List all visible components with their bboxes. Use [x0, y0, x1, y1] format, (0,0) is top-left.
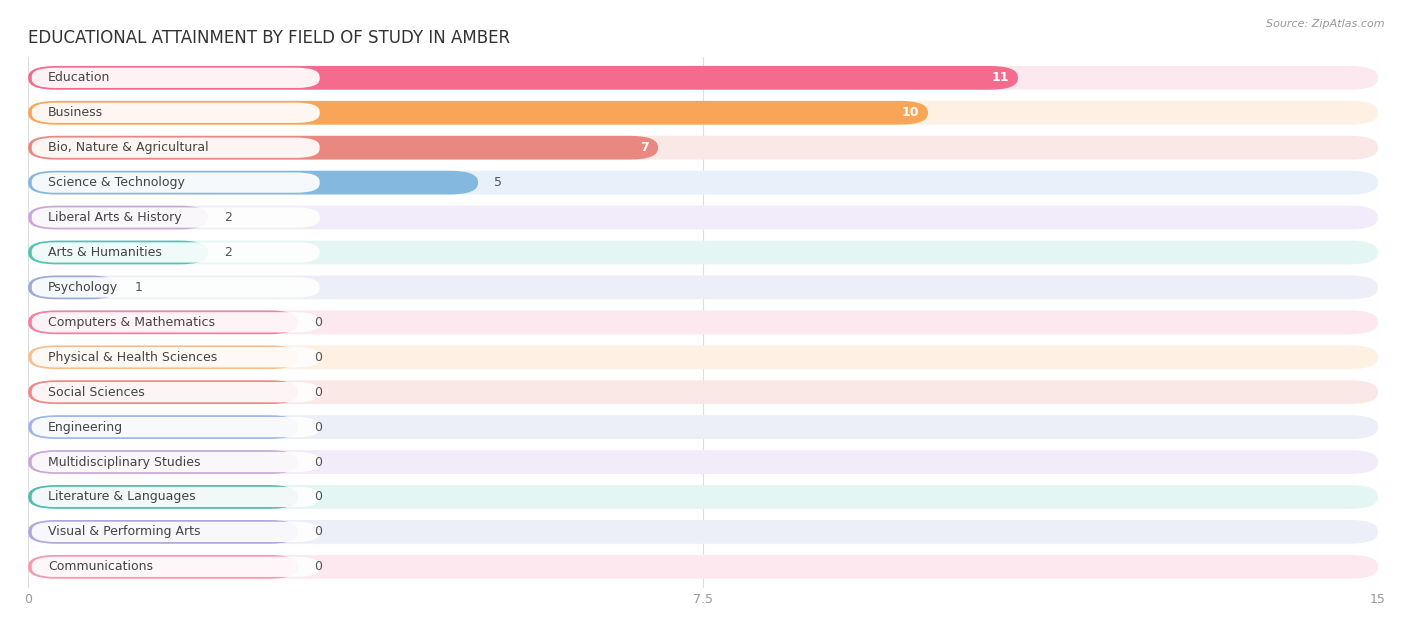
FancyBboxPatch shape [28, 380, 298, 404]
Text: Social Sciences: Social Sciences [48, 386, 145, 399]
FancyBboxPatch shape [32, 207, 319, 228]
Text: 5: 5 [495, 176, 502, 189]
FancyBboxPatch shape [32, 242, 319, 263]
Text: Liberal Arts & History: Liberal Arts & History [48, 211, 181, 224]
FancyBboxPatch shape [28, 520, 1378, 544]
FancyBboxPatch shape [28, 66, 1378, 90]
Text: Computers & Mathematics: Computers & Mathematics [48, 316, 215, 329]
FancyBboxPatch shape [32, 452, 319, 472]
FancyBboxPatch shape [28, 415, 298, 439]
FancyBboxPatch shape [28, 310, 298, 334]
FancyBboxPatch shape [32, 312, 319, 332]
Text: EDUCATIONAL ATTAINMENT BY FIELD OF STUDY IN AMBER: EDUCATIONAL ATTAINMENT BY FIELD OF STUDY… [28, 29, 510, 47]
Text: 7: 7 [640, 141, 650, 154]
FancyBboxPatch shape [32, 417, 319, 437]
FancyBboxPatch shape [32, 522, 319, 542]
FancyBboxPatch shape [28, 171, 478, 195]
Text: 2: 2 [225, 246, 232, 259]
FancyBboxPatch shape [28, 485, 298, 509]
FancyBboxPatch shape [32, 347, 319, 367]
FancyBboxPatch shape [28, 136, 1378, 159]
FancyBboxPatch shape [28, 66, 1018, 90]
Text: 0: 0 [315, 386, 322, 399]
FancyBboxPatch shape [32, 138, 319, 158]
FancyBboxPatch shape [28, 136, 658, 159]
FancyBboxPatch shape [28, 345, 298, 369]
FancyBboxPatch shape [28, 101, 1378, 125]
Text: Source: ZipAtlas.com: Source: ZipAtlas.com [1267, 19, 1385, 29]
Text: 0: 0 [315, 316, 322, 329]
Text: 2: 2 [225, 211, 232, 224]
FancyBboxPatch shape [28, 380, 1378, 404]
FancyBboxPatch shape [32, 102, 319, 123]
FancyBboxPatch shape [32, 487, 319, 507]
FancyBboxPatch shape [28, 310, 1378, 334]
Text: Science & Technology: Science & Technology [48, 176, 184, 189]
FancyBboxPatch shape [28, 205, 1378, 229]
FancyBboxPatch shape [28, 276, 1378, 300]
FancyBboxPatch shape [28, 171, 1378, 195]
FancyBboxPatch shape [28, 205, 208, 229]
FancyBboxPatch shape [32, 277, 319, 298]
Text: 10: 10 [901, 106, 920, 119]
Text: 11: 11 [991, 71, 1010, 84]
Text: Education: Education [48, 71, 110, 84]
Text: 1: 1 [135, 281, 142, 294]
FancyBboxPatch shape [28, 450, 1378, 474]
Text: 0: 0 [315, 456, 322, 468]
FancyBboxPatch shape [32, 557, 319, 577]
FancyBboxPatch shape [28, 555, 1378, 579]
Text: Bio, Nature & Agricultural: Bio, Nature & Agricultural [48, 141, 208, 154]
Text: Physical & Health Sciences: Physical & Health Sciences [48, 351, 217, 364]
FancyBboxPatch shape [28, 450, 298, 474]
FancyBboxPatch shape [32, 68, 319, 88]
FancyBboxPatch shape [28, 241, 1378, 264]
Text: Psychology: Psychology [48, 281, 118, 294]
FancyBboxPatch shape [28, 276, 118, 300]
FancyBboxPatch shape [28, 345, 1378, 369]
Text: 0: 0 [315, 490, 322, 504]
Text: 0: 0 [315, 525, 322, 538]
FancyBboxPatch shape [28, 520, 298, 544]
FancyBboxPatch shape [28, 485, 1378, 509]
Text: Business: Business [48, 106, 103, 119]
Text: 0: 0 [315, 351, 322, 364]
Text: Multidisciplinary Studies: Multidisciplinary Studies [48, 456, 201, 468]
FancyBboxPatch shape [32, 382, 319, 403]
Text: 0: 0 [315, 561, 322, 573]
Text: Engineering: Engineering [48, 421, 124, 434]
Text: 0: 0 [315, 421, 322, 434]
Text: Communications: Communications [48, 561, 153, 573]
FancyBboxPatch shape [32, 173, 319, 193]
Text: Literature & Languages: Literature & Languages [48, 490, 195, 504]
FancyBboxPatch shape [28, 555, 298, 579]
Text: Arts & Humanities: Arts & Humanities [48, 246, 162, 259]
Text: Visual & Performing Arts: Visual & Performing Arts [48, 525, 201, 538]
FancyBboxPatch shape [28, 241, 208, 264]
FancyBboxPatch shape [28, 415, 1378, 439]
FancyBboxPatch shape [28, 101, 928, 125]
